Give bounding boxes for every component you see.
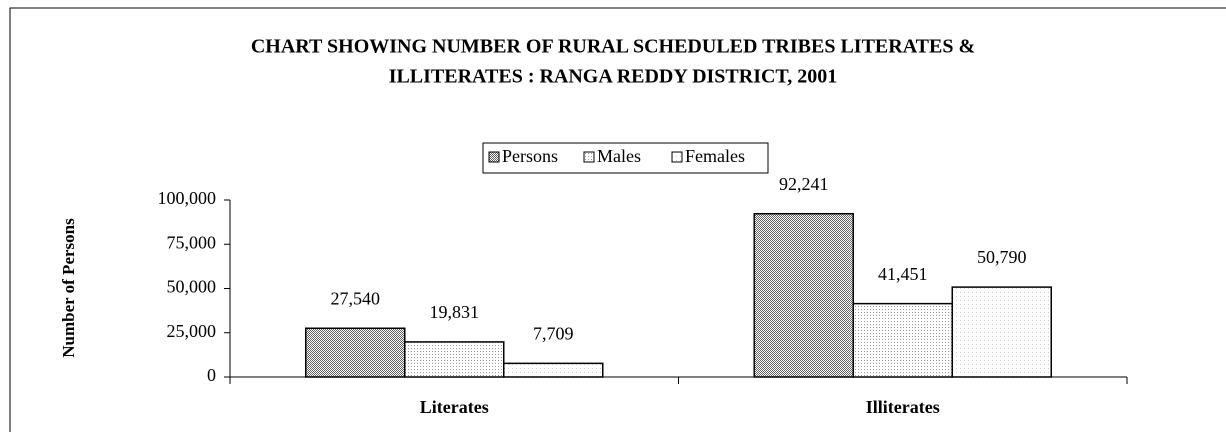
- y-tick-label: 50,000: [167, 277, 217, 297]
- y-tick-label: 100,000: [158, 188, 217, 208]
- value-label: 92,241: [779, 174, 829, 194]
- chart-title: ILLITERATES : RANGA REDDY DISTRICT, 2001: [389, 66, 838, 88]
- legend-label: Females: [685, 146, 745, 166]
- value-label: 7,709: [533, 323, 574, 343]
- bar: [852, 302, 953, 378]
- legend-swatch: [488, 151, 500, 163]
- chart-title: CHART SHOWING NUMBER OF RURAL SCHEDULED …: [251, 36, 975, 58]
- legend-label: Persons: [502, 146, 558, 166]
- value-label: 41,451: [878, 264, 928, 284]
- y-tick-label: 75,000: [167, 232, 217, 252]
- y-axis-label: Number of Persons: [59, 218, 78, 358]
- value-label: 27,540: [331, 288, 381, 308]
- chart-frame: [9, 7, 1226, 432]
- value-label: 50,790: [977, 247, 1027, 267]
- y-tick-label: 25,000: [167, 321, 217, 341]
- x-tick-label: Literates: [420, 397, 489, 417]
- legend-label: Males: [597, 146, 641, 166]
- legend-box: [482, 142, 769, 174]
- x-tick-label: Illiterates: [866, 397, 940, 417]
- bar: [305, 327, 406, 378]
- bar: [951, 286, 1052, 378]
- bar: [503, 362, 604, 378]
- legend-swatch: [671, 151, 683, 163]
- bar: [404, 341, 505, 378]
- legend-swatch: [583, 151, 595, 163]
- value-label: 19,831: [430, 302, 480, 322]
- bar: [753, 212, 854, 378]
- y-tick-label: 0: [207, 365, 216, 385]
